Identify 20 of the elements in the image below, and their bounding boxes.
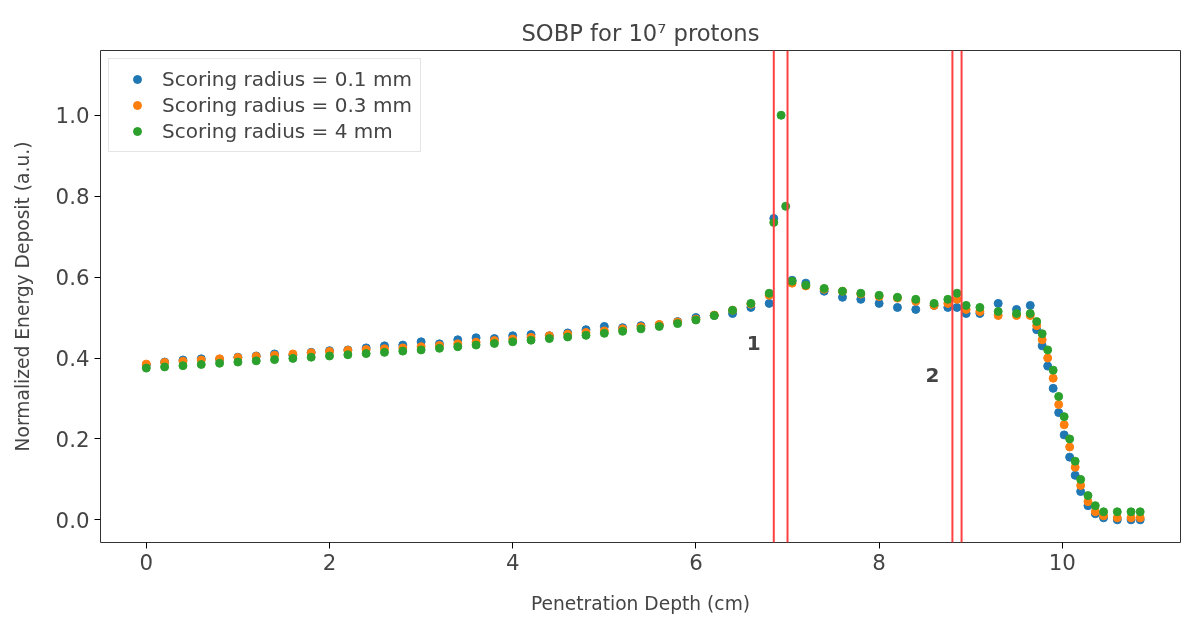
legend-label: Scoring radius = 4 mm [162, 119, 393, 143]
x-tick-label: 4 [505, 549, 520, 575]
y-tick-label: 0.0 [55, 507, 90, 533]
y-tick-label: 0.4 [55, 346, 90, 371]
y-tick-label: 0.2 [55, 426, 90, 452]
y-tick-label: 0.6 [55, 265, 90, 291]
chart-title: SOBP for 10⁷ protons [521, 19, 760, 46]
x-axis-title: Penetration Depth (cm) [530, 592, 751, 614]
y-tick-label: 0.8 [55, 184, 90, 210]
y-tick-label: 1.0 [55, 103, 90, 129]
x-tick-label: 2 [322, 549, 337, 575]
x-tick-label: 0 [139, 549, 154, 575]
x-tick-label: 6 [689, 549, 703, 575]
annotation: 2 [925, 362, 940, 387]
x-tick-label: 8 [872, 549, 886, 575]
y-axis-title: Normalized Energy Deposit (a.u.) [11, 141, 33, 452]
legend-label: Scoring radius = 0.1 mm [162, 67, 412, 91]
x-tick-label: 10 [1048, 549, 1076, 575]
legend-label: Scoring radius = 0.3 mm [162, 93, 412, 117]
annotation: 1 [746, 330, 761, 355]
